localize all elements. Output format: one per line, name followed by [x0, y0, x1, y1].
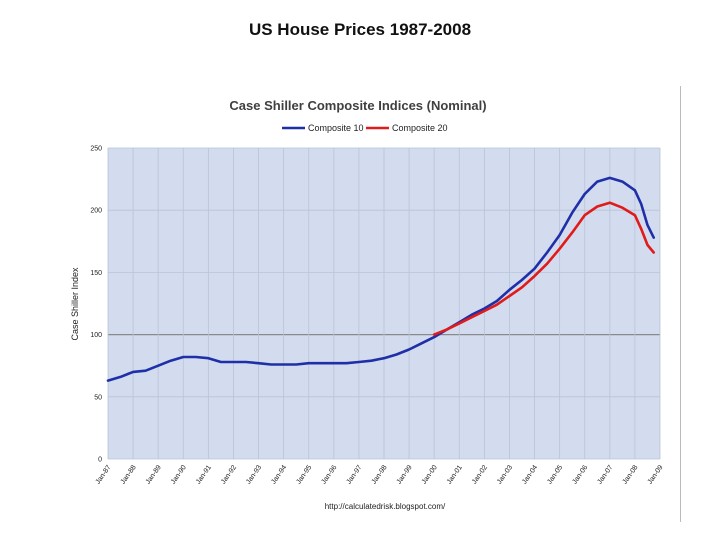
x-tick-label: Jan-09: [647, 464, 665, 486]
x-tick-label: Jan-08: [622, 464, 640, 486]
y-axis-label: Case Shiller Index: [70, 267, 80, 341]
chart-title: Case Shiller Composite Indices (Nominal): [229, 98, 486, 113]
x-tick-label: Jan-93: [245, 464, 263, 486]
legend: Composite 10 Composite 20: [282, 123, 448, 133]
x-tick-label: Jan-03: [496, 464, 514, 486]
slide-title: US House Prices 1987-2008: [248, 20, 472, 39]
chart-frame: Case Shiller Composite Indices (Nominal)…: [60, 86, 681, 522]
y-tick-label: 250: [90, 146, 102, 153]
series-line-composite-20: [432, 201, 656, 336]
series-line-composite-10: [106, 176, 656, 382]
y-tick-label: 200: [90, 208, 102, 215]
x-tick-label: Jan-00: [421, 464, 439, 486]
x-tick-label: Jan-92: [220, 464, 238, 486]
x-tick-label: Jan-05: [546, 464, 564, 486]
legend-label-composite-10: Composite 10: [308, 123, 364, 133]
x-tick-label: Jan-90: [170, 464, 188, 486]
y-tick-label: 50: [94, 394, 102, 401]
y-tick-label: 100: [90, 332, 102, 339]
x-tick-label: Jan-98: [371, 464, 389, 486]
x-tick-label: Jan-91: [195, 464, 213, 486]
y-axis-ticks: 0 50 100 150 200 250: [90, 146, 102, 464]
x-tick-label: Jan-01: [446, 464, 464, 486]
x-tick-label: Jan-96: [320, 464, 338, 486]
y-tick-label: 150: [90, 270, 102, 277]
x-tick-label: Jan-97: [346, 464, 364, 486]
x-tick-label: Jan-07: [596, 464, 614, 486]
x-tick-label: Jan-06: [571, 464, 589, 486]
y-tick-label: 0: [98, 457, 102, 464]
x-tick-label: Jan-95: [295, 464, 313, 486]
series-lines: [106, 176, 656, 382]
legend-label-composite-20: Composite 20: [392, 123, 448, 133]
x-tick-label: Jan-04: [521, 464, 539, 486]
source-url: http://calculatedrisk.blogspot.com/: [325, 502, 446, 511]
x-tick-label: Jan-02: [471, 464, 489, 486]
x-tick-label: Jan-89: [145, 464, 163, 486]
line-chart: Case Shiller Composite Indices (Nominal)…: [70, 98, 665, 511]
x-tick-label: Jan-94: [270, 464, 288, 486]
x-tick-label: Jan-87: [95, 464, 113, 486]
x-axis-ticks: Jan-87 Jan-88 Jan-89 Jan-90 Jan-91 Jan-92 Jan-…: [95, 464, 665, 486]
x-tick-label: Jan-88: [120, 464, 138, 486]
x-tick-label: Jan-99: [396, 464, 414, 486]
grid-lines: [107, 147, 661, 460]
